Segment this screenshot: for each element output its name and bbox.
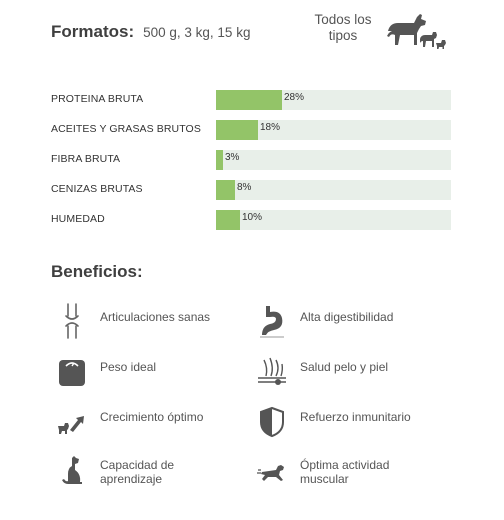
nutrient-bar-fill (216, 180, 235, 200)
formatos-line: Formatos: 500 g, 3 kg, 15 kg (51, 22, 250, 44)
benefit-label: Peso ideal (100, 360, 157, 374)
benefit-label: Alta digestibilidad (300, 310, 394, 324)
benefit-item: Salud pelo y piel (256, 352, 388, 390)
nutrient-percent: 8% (237, 182, 252, 193)
nutrient-row: PROTEINA BRUTA 28% (51, 90, 451, 110)
nutrient-name: CENIZAS BRUTAS (51, 183, 143, 195)
dog-types-line2: tipos (328, 28, 358, 43)
nutrient-percent: 18% (260, 122, 281, 133)
nutrient-percent: 3% (225, 152, 240, 163)
nutrient-row: FIBRA BRUTA 3% (51, 150, 451, 170)
nutrient-bar-track: 28% (216, 90, 451, 110)
benefit-label: Óptima actividad muscular (300, 458, 390, 486)
nutrient-bar-track: 3% (216, 150, 451, 170)
nutrient-row: CENIZAS BRUTAS 8% (51, 180, 451, 200)
benefit-item: Refuerzo inmunitario (256, 402, 411, 440)
sitting-dog-icon (56, 452, 88, 490)
joints-icon (56, 302, 88, 340)
nutrient-bar-fill (216, 90, 282, 110)
nutrient-row: ACEITES Y GRASAS BRUTOS 18% (51, 120, 451, 140)
nutrient-name: FIBRA BRUTA (51, 153, 121, 165)
nutrient-name: HUMEDAD (51, 213, 105, 225)
benefit-label: Capacidad de aprendizaje (100, 458, 175, 486)
benefit-label: Salud pelo y piel (300, 360, 389, 374)
stomach-icon (256, 302, 288, 340)
benefit-item: Alta digestibilidad (256, 302, 393, 340)
nutrient-row: HUMEDAD 10% (51, 210, 451, 230)
benefit-item: Crecimiento óptimo (56, 402, 203, 440)
nutrient-bar-fill (216, 210, 240, 230)
nutrient-bar-track: 8% (216, 180, 451, 200)
dog-types-label: Todos los tipos (308, 12, 378, 44)
nutrient-name: PROTEINA BRUTA (51, 93, 144, 105)
scale-icon (56, 352, 88, 390)
nutrient-name: ACEITES Y GRASAS BRUTOS (51, 123, 201, 135)
beneficios-title: Beneficios: (51, 262, 143, 281)
benefit-item: Peso ideal (56, 352, 156, 390)
formatos-value: 500 g, 3 kg, 15 kg (143, 25, 251, 40)
benefit-item: Articulaciones sanas (56, 302, 210, 340)
nutrient-bar-track: 18% (216, 120, 451, 140)
nutrient-bar-fill (216, 150, 223, 170)
formatos-label: Formatos: (51, 22, 135, 41)
growth-icon (56, 402, 88, 440)
hair-skin-icon (256, 352, 288, 390)
benefit-item: Capacidad de aprendizaje (56, 452, 174, 490)
nutrient-percent: 28% (284, 92, 305, 103)
nutrient-percent: 10% (242, 212, 263, 223)
benefit-item: Óptima actividad muscular (256, 452, 389, 490)
shield-icon (256, 402, 288, 440)
nutrient-bar-track: 10% (216, 210, 451, 230)
dogs-sizes-icon (387, 14, 446, 49)
running-dog-icon (256, 452, 288, 490)
benefit-label: Crecimiento óptimo (100, 410, 204, 424)
benefit-label: Refuerzo inmunitario (300, 410, 411, 424)
dog-types-line1: Todos los (314, 12, 372, 27)
benefit-label: Articulaciones sanas (100, 310, 211, 324)
nutrient-bar-fill (216, 120, 258, 140)
